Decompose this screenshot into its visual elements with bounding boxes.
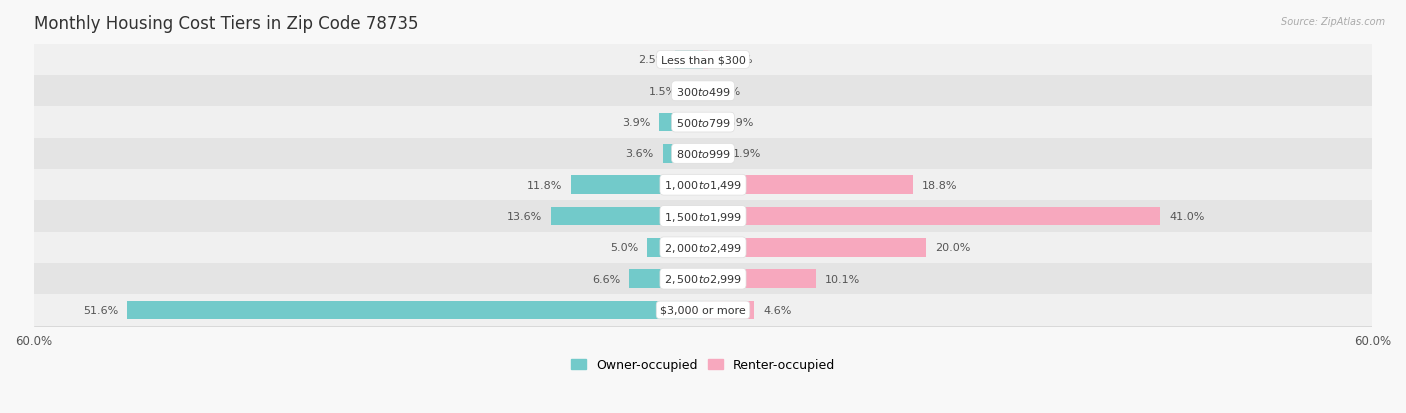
Text: $3,000 or more: $3,000 or more [661, 305, 745, 315]
Text: Monthly Housing Cost Tiers in Zip Code 78735: Monthly Housing Cost Tiers in Zip Code 7… [34, 15, 418, 33]
Bar [34, 138, 1372, 170]
Bar [34, 232, 1372, 263]
Bar [34, 107, 1372, 138]
Bar [703, 114, 710, 132]
Bar [34, 294, 1372, 326]
Bar [34, 201, 1372, 232]
Text: $2,000 to $2,499: $2,000 to $2,499 [664, 241, 742, 254]
Text: $1,000 to $1,499: $1,000 to $1,499 [664, 179, 742, 192]
Bar [703, 270, 815, 288]
Text: 20.0%: 20.0% [935, 243, 970, 253]
Bar [675, 51, 703, 70]
Legend: Owner-occupied, Renter-occupied: Owner-occupied, Renter-occupied [567, 354, 839, 377]
Bar [703, 145, 724, 164]
Text: $1,500 to $1,999: $1,500 to $1,999 [664, 210, 742, 223]
Text: $300 to $499: $300 to $499 [675, 85, 731, 97]
Bar [703, 51, 709, 70]
Bar [34, 76, 1372, 107]
Text: 10.1%: 10.1% [824, 274, 860, 284]
Bar [34, 45, 1372, 76]
Bar [662, 145, 703, 164]
Bar [630, 270, 703, 288]
Text: $2,500 to $2,999: $2,500 to $2,999 [664, 273, 742, 285]
Bar [703, 176, 912, 195]
Text: 6.6%: 6.6% [592, 274, 620, 284]
Text: 5.0%: 5.0% [610, 243, 638, 253]
Bar [128, 301, 703, 320]
Bar [551, 207, 703, 226]
Bar [659, 114, 703, 132]
Bar [703, 207, 1160, 226]
Text: $800 to $999: $800 to $999 [675, 148, 731, 160]
Text: Source: ZipAtlas.com: Source: ZipAtlas.com [1281, 17, 1385, 26]
Text: 2.5%: 2.5% [638, 55, 666, 65]
Text: 11.8%: 11.8% [527, 180, 562, 190]
Bar [703, 301, 755, 320]
Text: 1.9%: 1.9% [733, 149, 762, 159]
Text: 51.6%: 51.6% [83, 305, 118, 315]
Text: 4.6%: 4.6% [763, 305, 792, 315]
Bar [34, 170, 1372, 201]
Text: 0.49%: 0.49% [717, 55, 752, 65]
Text: 18.8%: 18.8% [922, 180, 957, 190]
Bar [703, 238, 927, 257]
Text: 3.6%: 3.6% [626, 149, 654, 159]
Text: $500 to $799: $500 to $799 [675, 117, 731, 129]
Text: 41.0%: 41.0% [1170, 211, 1205, 221]
Bar [34, 263, 1372, 294]
Text: 0.59%: 0.59% [718, 118, 754, 128]
Text: 0.0%: 0.0% [711, 87, 740, 97]
Text: 1.5%: 1.5% [650, 87, 678, 97]
Bar [571, 176, 703, 195]
Text: 13.6%: 13.6% [508, 211, 543, 221]
Text: 3.9%: 3.9% [623, 118, 651, 128]
Bar [686, 82, 703, 101]
Bar [647, 238, 703, 257]
Text: Less than $300: Less than $300 [661, 55, 745, 65]
